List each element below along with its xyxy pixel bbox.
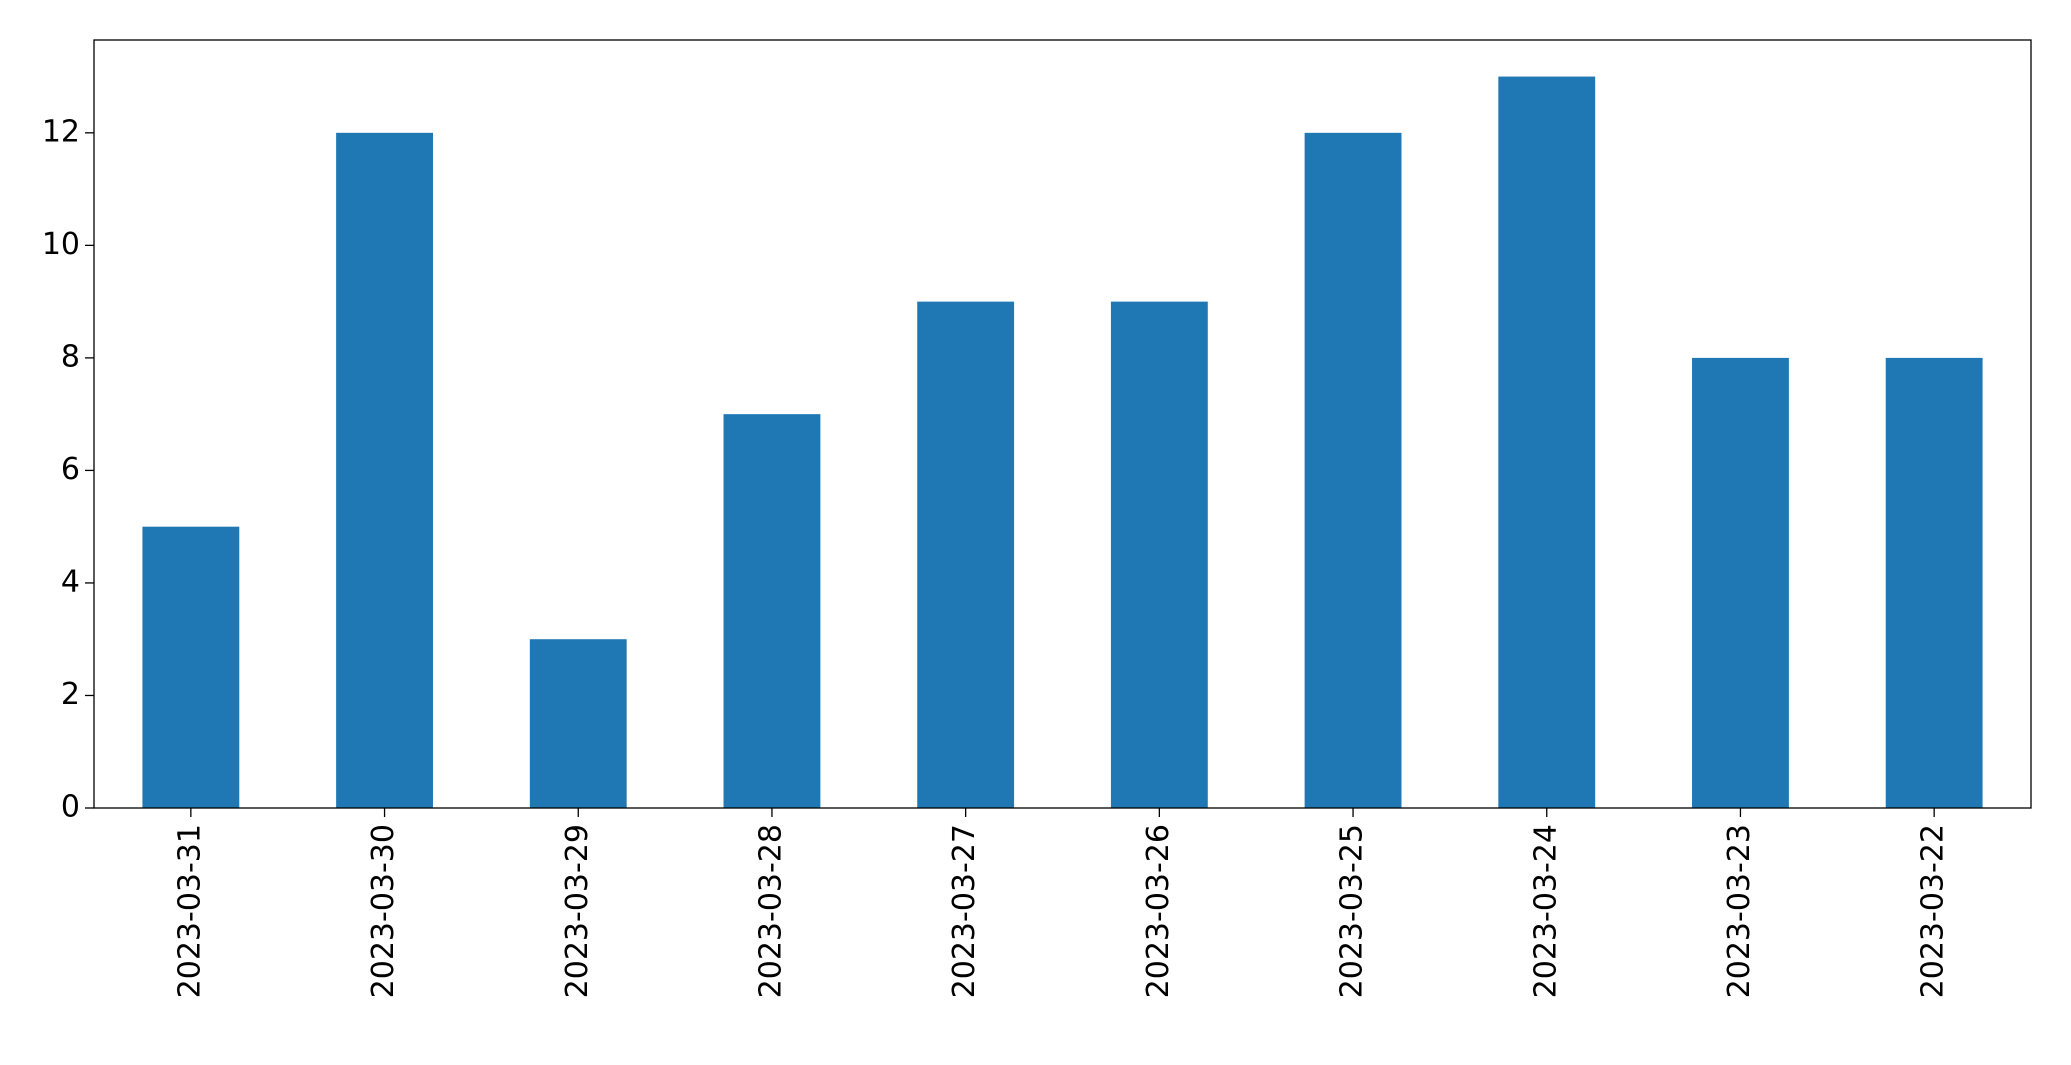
- bar: [1885, 357, 1983, 808]
- y-tick-label: 4: [61, 564, 80, 599]
- plot-frame: [93, 39, 2032, 809]
- bar: [1498, 76, 1596, 809]
- y-tick-label: 8: [61, 339, 80, 374]
- x-tick-label: 2023-03-29: [560, 824, 595, 998]
- y-tick-label: 0: [61, 790, 80, 825]
- x-tick-label: 2023-03-31: [172, 824, 207, 998]
- x-tick-label: 2023-03-25: [1335, 824, 1370, 998]
- bar: [1110, 301, 1208, 808]
- bar: [1304, 132, 1402, 809]
- y-tick-label: 6: [61, 452, 80, 487]
- x-tick-label: 2023-03-28: [753, 824, 788, 998]
- x-tick-label: 2023-03-26: [1141, 824, 1176, 998]
- bar: [336, 132, 433, 809]
- y-tick-label: 2: [61, 677, 80, 712]
- bar: [723, 414, 821, 808]
- x-tick-label: 2023-03-30: [366, 824, 401, 998]
- bar: [1692, 357, 1789, 808]
- x-tick-label: 2023-03-23: [1722, 824, 1757, 998]
- bar: [529, 639, 627, 808]
- bar: [142, 526, 240, 808]
- bar: [917, 301, 1015, 808]
- y-tick-label: 10: [42, 227, 80, 262]
- x-tick-label: 2023-03-22: [1916, 824, 1951, 998]
- x-tick-label: 2023-03-24: [1528, 824, 1563, 998]
- x-tick-label: 2023-03-27: [947, 824, 982, 998]
- y-tick-label: 12: [42, 114, 80, 149]
